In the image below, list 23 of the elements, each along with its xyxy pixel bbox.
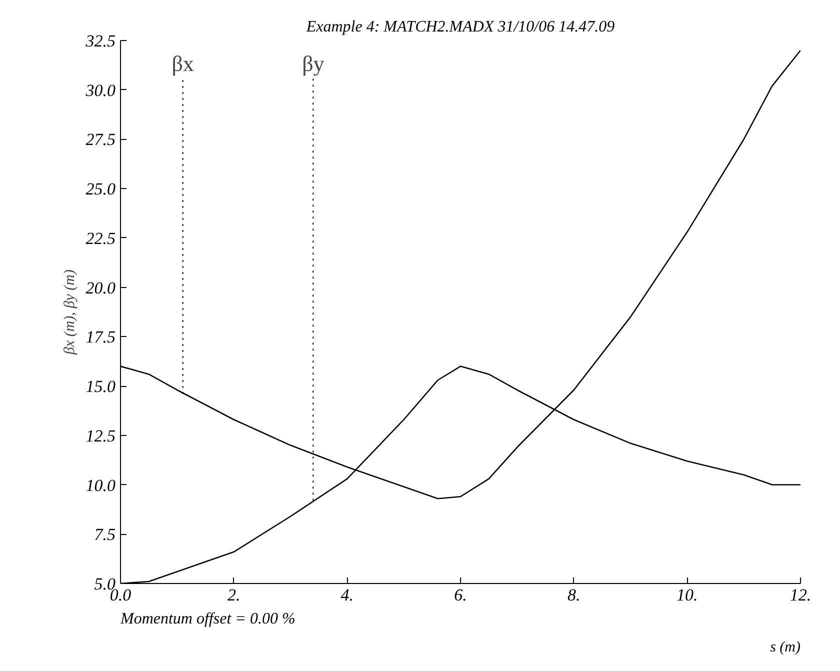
y-axis-title: βx (m), βy (m): [62, 270, 78, 356]
chart-title: Example 4: MATCH2.MADX 31/10/06 14.47.09: [305, 18, 615, 36]
y-tick-label: 7.5: [94, 525, 116, 544]
x-tick-label: 10.: [676, 586, 698, 604]
y-tick-label: 22.5: [86, 228, 116, 248]
x-tick-label: 8.: [567, 586, 580, 604]
y-tick-label: 20.0: [86, 278, 116, 298]
y-tick-label: 25.0: [86, 180, 116, 199]
annotation: βx: [172, 51, 194, 76]
x-tick-label: 12.: [790, 586, 812, 604]
y-tick-label: 10.0: [86, 476, 116, 495]
x-tick-label: 6.: [454, 586, 467, 604]
x-axis-title: s (m): [770, 640, 801, 656]
y-tick-label: 17.5: [86, 328, 116, 347]
x-tick-label: 4.: [340, 586, 354, 604]
y-tick-label: 27.5: [86, 130, 116, 150]
y-tick-label: 32.5: [84, 32, 116, 50]
y-tick-label: 30.0: [84, 80, 116, 100]
y-tick-label: 12.5: [86, 426, 116, 446]
y-tick-label: 15.0: [86, 377, 116, 396]
text: Momentum offset = 0.00 %: [120, 610, 296, 628]
annotation: βy: [302, 51, 324, 76]
x-tick-label: 2.: [227, 586, 240, 604]
